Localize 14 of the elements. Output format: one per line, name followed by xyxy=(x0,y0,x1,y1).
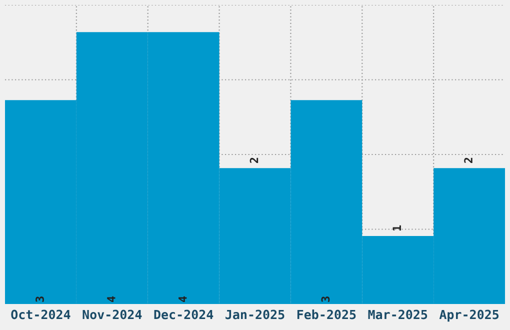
data-label: 3 xyxy=(36,296,44,302)
x-tick-label: Jan-2025 xyxy=(226,310,284,320)
x-tick-label: Apr-2025 xyxy=(439,310,499,322)
x-tick-label: Feb-2025 xyxy=(297,310,356,320)
data-label: 2 xyxy=(464,158,472,163)
data-label: 4 xyxy=(178,296,187,302)
x-tick-label: Mar-2025 xyxy=(368,310,428,320)
data-label: 4 xyxy=(107,296,116,302)
x-tick-label: Dec-2024 xyxy=(154,310,214,320)
data-label: 3 xyxy=(321,296,330,302)
data-label: 1 xyxy=(392,225,401,231)
data-label: 2 xyxy=(250,158,258,163)
x-tick-label: Oct-2024 xyxy=(11,310,70,320)
x-tick-label: Nov-2024 xyxy=(82,310,142,320)
